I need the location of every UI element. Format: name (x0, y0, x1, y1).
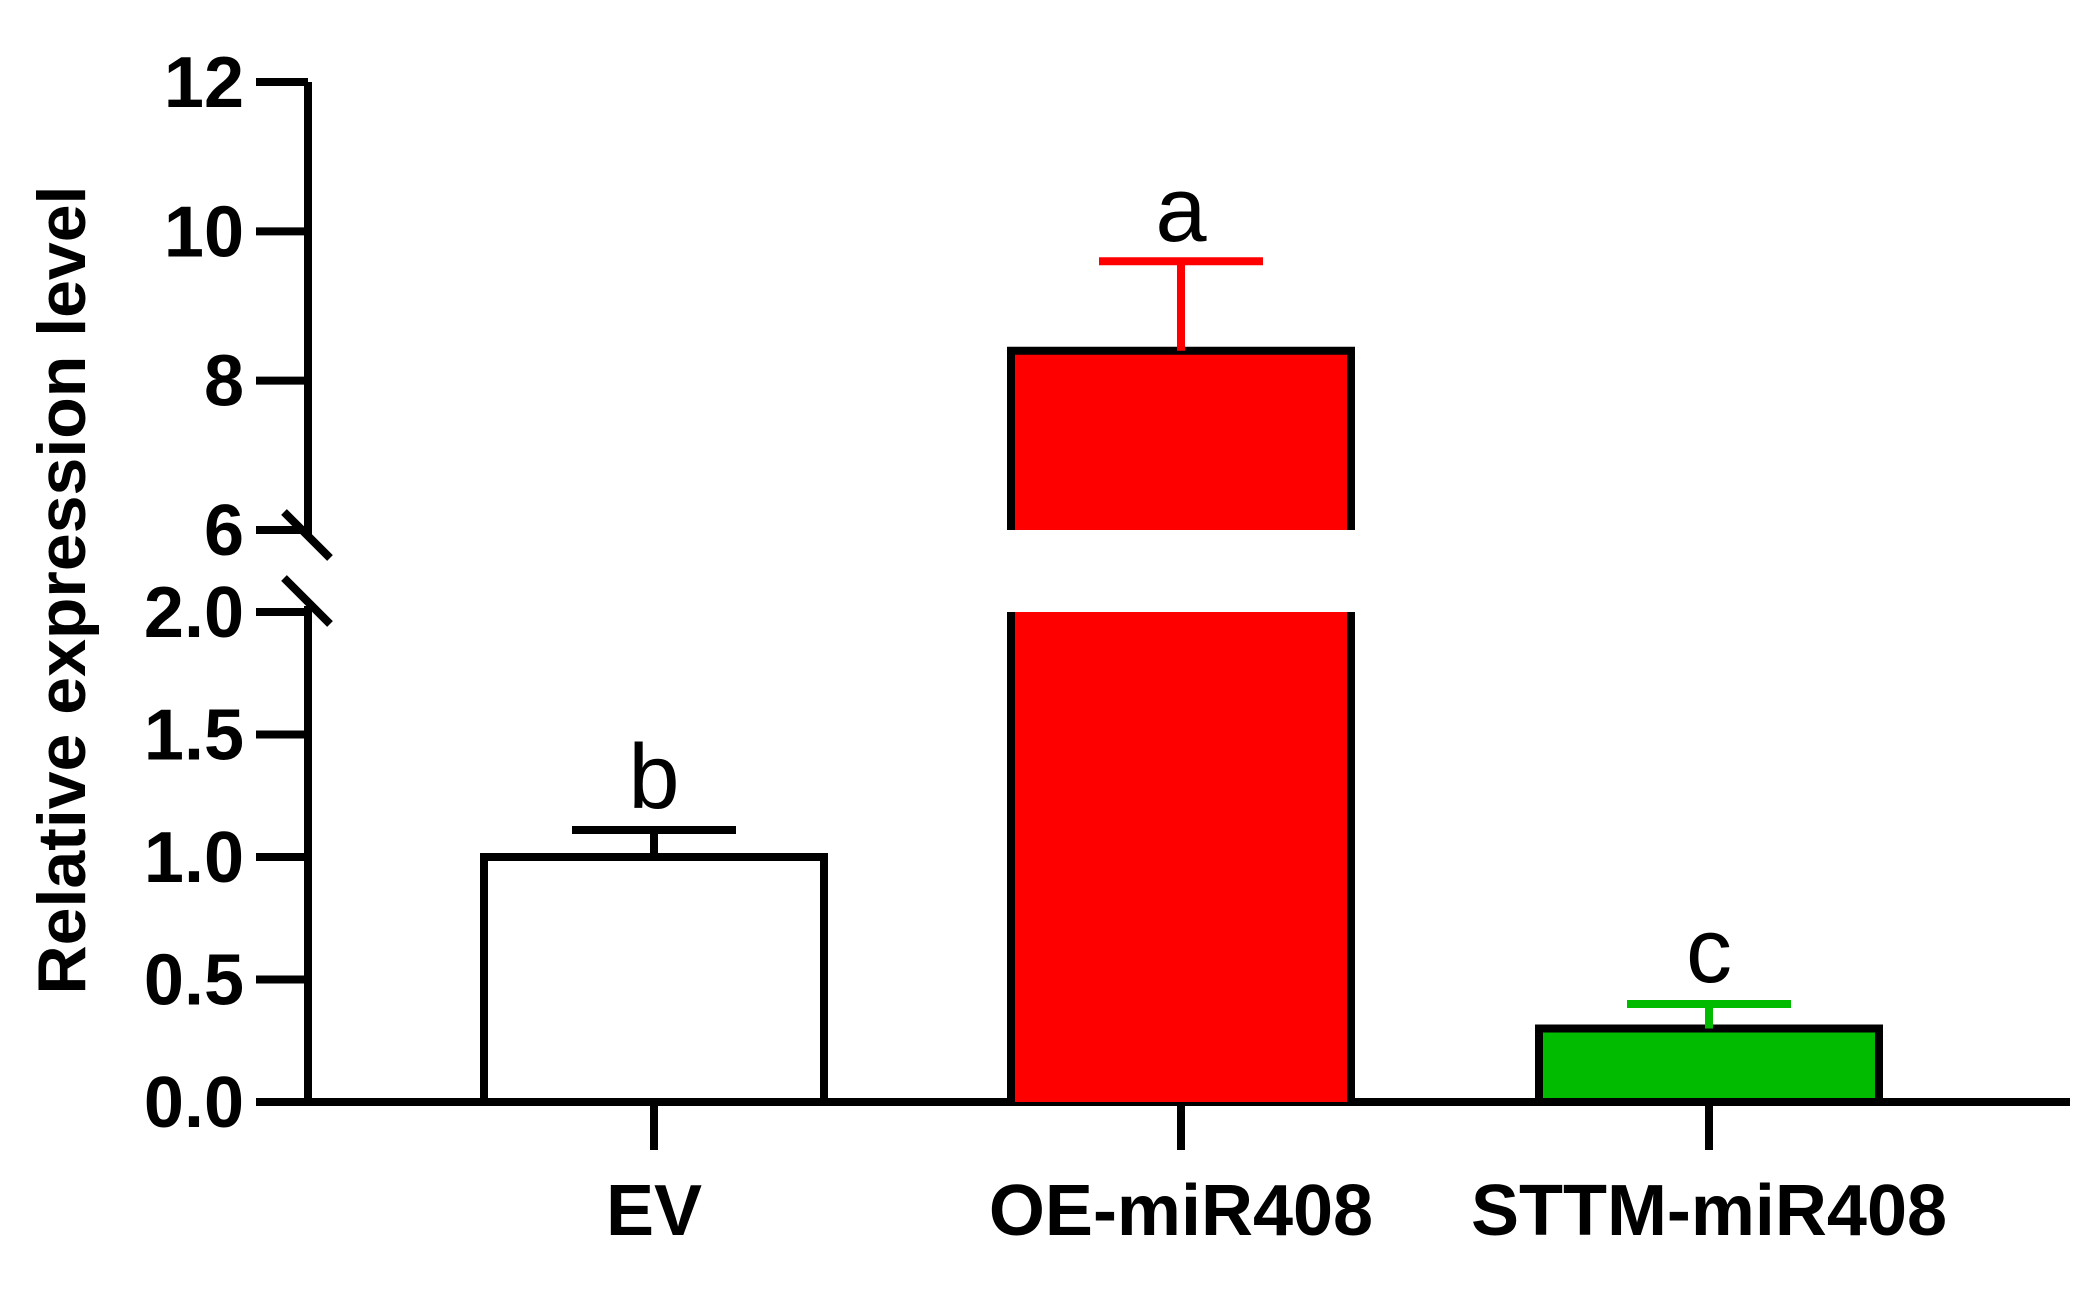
y-upper-tick-label: 10 (164, 192, 244, 272)
y-upper-tick-label: 12 (164, 43, 244, 123)
y-axis-title: Relative expression level (24, 186, 100, 995)
bars (480, 257, 1883, 1106)
labels: 6 8 10 12 0.0 0.5 1.0 1.5 2.0 b EV a OE-miR408 c STTM-… (144, 43, 1947, 1251)
y-upper-tick-label: 6 (204, 491, 244, 571)
category-label: EV (606, 1171, 702, 1251)
bar-sttm-mir408 (1535, 1024, 1883, 1106)
y-lower-tick-label: 1.0 (144, 818, 244, 898)
bar-oe-mir408-lower (1011, 612, 1351, 1102)
bar-ev (480, 853, 828, 1106)
axis-break-mark (281, 575, 333, 627)
y-lower-tick-label: 2.0 (144, 573, 244, 653)
significance-label: a (1155, 159, 1207, 261)
significance-label: b (628, 726, 679, 828)
axis-break-mark (281, 509, 333, 561)
y-lower-tick-label: 0.0 (144, 1063, 244, 1143)
bar-oe-mir408-upper (1011, 350, 1351, 530)
y-upper-tick-label: 8 (204, 342, 244, 422)
significance-label: c (1686, 900, 1732, 1002)
category-label: STTM-miR408 (1471, 1171, 1947, 1251)
y-lower-tick-label: 1.5 (144, 696, 244, 776)
category-label: OE-miR408 (989, 1171, 1373, 1251)
y-lower-tick-label: 0.5 (144, 941, 244, 1021)
